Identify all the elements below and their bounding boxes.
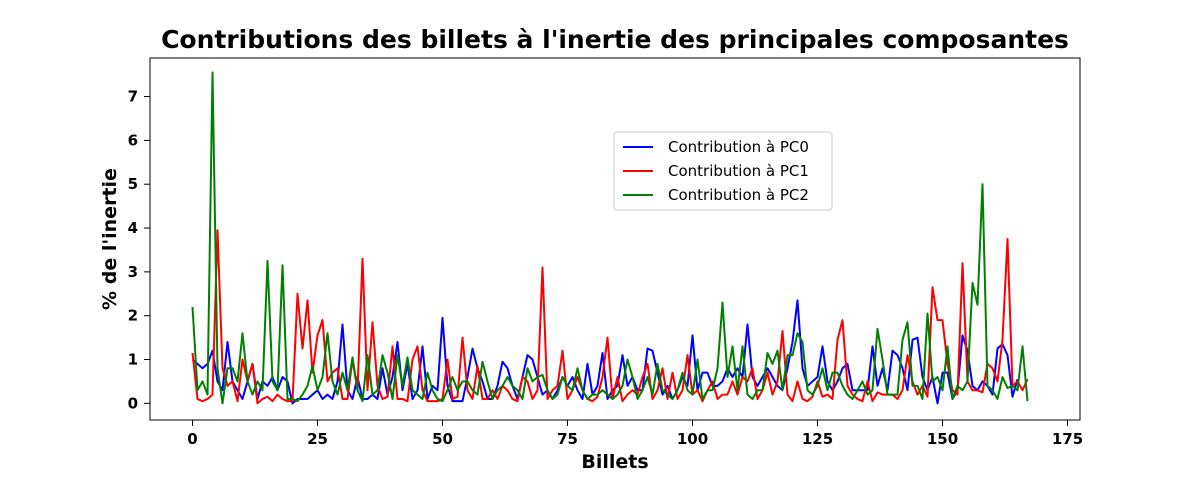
y-tick-label: 5 xyxy=(128,175,138,193)
x-tick-label: 0 xyxy=(187,430,197,448)
y-tick-label: 0 xyxy=(128,394,138,412)
x-tick-label: 175 xyxy=(1052,430,1083,448)
y-tick-label: 6 xyxy=(128,131,138,149)
series-line-pc0 xyxy=(191,299,1019,405)
chart-title: Contributions des billets à l'inertie de… xyxy=(161,25,1069,54)
series-lines xyxy=(191,71,1029,405)
y-tick-label: 4 xyxy=(128,219,138,237)
legend: Contribution à PC0 Contribution à PC1 Cont… xyxy=(613,131,833,211)
x-tick-label: 75 xyxy=(557,430,578,448)
y-tick-label: 3 xyxy=(128,263,138,281)
y-tick-label: 2 xyxy=(128,307,138,325)
y-axis-label: % de l'inertie xyxy=(99,168,121,310)
y-tick-label: 1 xyxy=(128,351,138,369)
x-axis-label: Billets xyxy=(581,451,648,473)
x-axis: 0 25 50 75 100 125 150 175 xyxy=(187,420,1083,448)
x-tick-label: 150 xyxy=(927,430,958,448)
y-axis: 0 1 2 3 4 5 6 7 xyxy=(128,88,150,412)
series-line-pc2 xyxy=(191,71,1029,405)
legend-label-pc0: Contribution à PC0 xyxy=(668,138,809,156)
legend-label-pc1: Contribution à PC1 xyxy=(668,162,809,180)
legend-box xyxy=(613,131,833,211)
x-tick-label: 125 xyxy=(802,430,833,448)
legend-label-pc2: Contribution à PC2 xyxy=(668,186,809,204)
x-tick-label: 50 xyxy=(432,430,453,448)
y-tick-label: 7 xyxy=(128,88,138,106)
x-tick-label: 25 xyxy=(307,430,328,448)
plot-area xyxy=(149,57,1081,421)
x-tick-label: 100 xyxy=(677,430,708,448)
series-line-pc1 xyxy=(191,229,1029,405)
